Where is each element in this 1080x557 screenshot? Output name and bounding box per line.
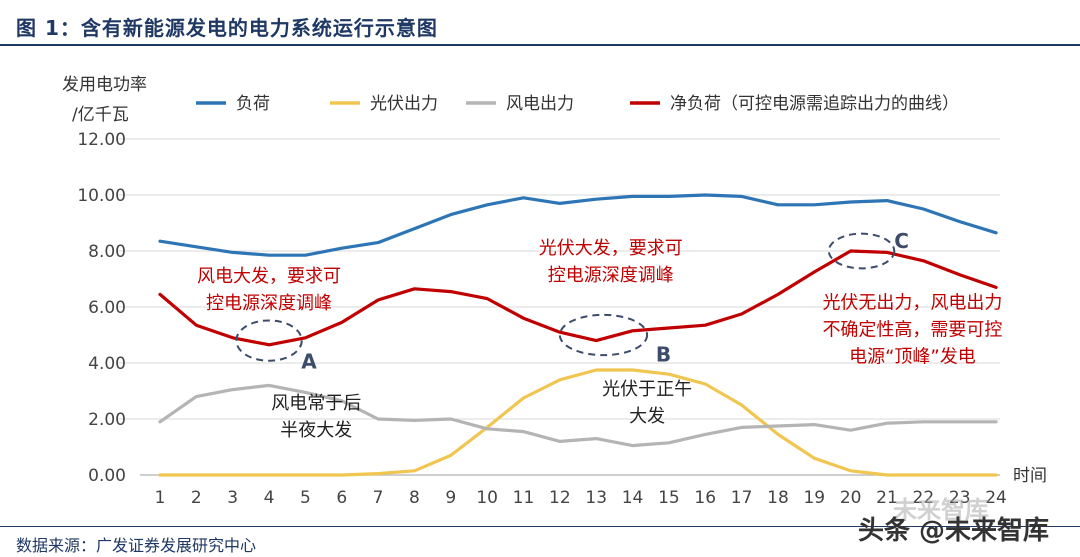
y-axis-label-unit: /亿千瓦	[72, 105, 129, 125]
watermark: 头条 @未来智库	[858, 516, 1050, 546]
annotation-text: 控电源深度调峰	[206, 293, 332, 314]
annotation-text: 风电大发，要求可	[197, 266, 341, 287]
x-tick-label: 22	[913, 488, 935, 508]
y-tick-label: 10.00	[77, 186, 126, 206]
marker-letter: C	[894, 229, 909, 253]
x-tick-label: 15	[658, 488, 680, 508]
figure-title: 图 1：含有新能源发电的电力系统运行示意图	[16, 16, 438, 40]
x-tick-label: 5	[300, 488, 311, 508]
y-tick-label: 0.00	[88, 466, 126, 486]
dashed-circle-marker	[827, 232, 896, 270]
legend: 负荷 光伏出力 风电出力 净负荷（可控电源需追踪出力的曲线）	[196, 94, 959, 114]
x-axis-label: 时间	[1013, 466, 1047, 486]
dashed-circle-marker	[558, 313, 649, 357]
series-line	[158, 368, 998, 477]
footer-rule	[0, 526, 1080, 527]
annotation-text: 风电常于后	[271, 393, 361, 414]
y-tick-label: 12.00	[77, 130, 126, 150]
legend-label: 负荷	[236, 94, 270, 114]
x-tick-label: 2	[191, 488, 202, 508]
x-tick-label: 4	[264, 488, 275, 508]
dashed-circle-marker	[235, 319, 303, 362]
x-tick-label: 14	[622, 488, 644, 508]
x-tick-label: 18	[767, 488, 789, 508]
x-tick-label: 23	[949, 488, 971, 508]
title-rule	[0, 44, 1080, 46]
annotation-text: 光伏无出力，风电出力	[822, 292, 1002, 313]
annotation-text: 半夜大发	[280, 420, 352, 441]
x-tick-label: 11	[513, 488, 535, 508]
annotation-text: 电源“顶峰”发电	[849, 346, 976, 367]
series-line	[158, 193, 998, 257]
watermark-faint: 未来智库	[893, 496, 989, 524]
gridlines	[118, 138, 1000, 420]
legend-label: 光伏出力	[370, 94, 438, 114]
x-tick-label: 16	[694, 488, 716, 508]
y-tick-label: 4.00	[88, 354, 126, 374]
marker-letter: A	[301, 350, 317, 374]
title-bar: 图 1：含有新能源发电的电力系统运行示意图	[0, 0, 1080, 46]
x-tick-label: 12	[549, 488, 571, 508]
series-line	[158, 383, 998, 448]
source-note: 数据来源：广发证券发展研究中心	[16, 536, 257, 555]
x-tick-label: 13	[585, 488, 607, 508]
annotation-text: 控电源深度调峰	[548, 265, 674, 286]
annotation-text: 光伏大发，要求可	[539, 238, 683, 259]
x-tick-label: 3	[227, 488, 238, 508]
x-tick-label: 6	[336, 488, 347, 508]
annotations: 风电大发，要求可控电源深度调峰光伏大发，要求可控电源深度调峰光伏无出力，风电出力…	[197, 238, 1002, 441]
x-tick-label: 24	[985, 488, 1007, 508]
x-tick-label: 7	[373, 488, 384, 508]
y-axis-label: 发用电功率	[62, 75, 147, 95]
x-tick-label: 10	[476, 488, 498, 508]
annotation-text: 光伏于正午	[602, 379, 692, 400]
x-tick-label: 1	[155, 488, 166, 508]
annotation-text: 不确定性高，需要可控	[822, 319, 1002, 340]
y-tick-label: 6.00	[88, 298, 126, 318]
x-tick-label: 8	[409, 488, 420, 508]
marker-letter: B	[656, 343, 671, 367]
series-line	[158, 249, 998, 347]
series-lines	[158, 193, 998, 477]
x-tick-label: 21	[876, 488, 898, 508]
annotation-text: 大发	[629, 406, 665, 427]
x-tick-label: 17	[731, 488, 753, 508]
y-tick-label: 8.00	[88, 242, 126, 262]
highlight-markers: A B C	[235, 229, 909, 374]
y-tick-label: 2.00	[88, 410, 126, 430]
x-tick-label: 20	[840, 488, 862, 508]
x-tick-label: 9	[445, 488, 456, 508]
legend-label: 净负荷（可控电源需追踪出力的曲线）	[670, 94, 959, 114]
x-tick-label: 19	[803, 488, 825, 508]
legend-label: 风电出力	[506, 94, 574, 114]
